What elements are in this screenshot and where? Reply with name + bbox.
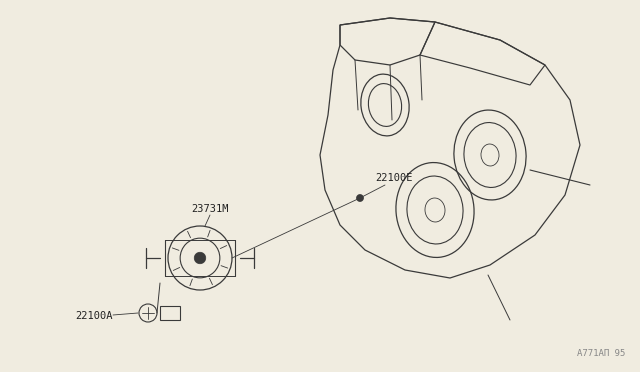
Text: A771AΠ 95: A771AΠ 95 [577,349,625,358]
Circle shape [195,252,206,264]
Text: 23731M: 23731M [191,204,228,214]
Text: 22100E: 22100E [375,173,413,183]
Text: 22100A: 22100A [76,311,113,321]
Circle shape [356,195,364,202]
